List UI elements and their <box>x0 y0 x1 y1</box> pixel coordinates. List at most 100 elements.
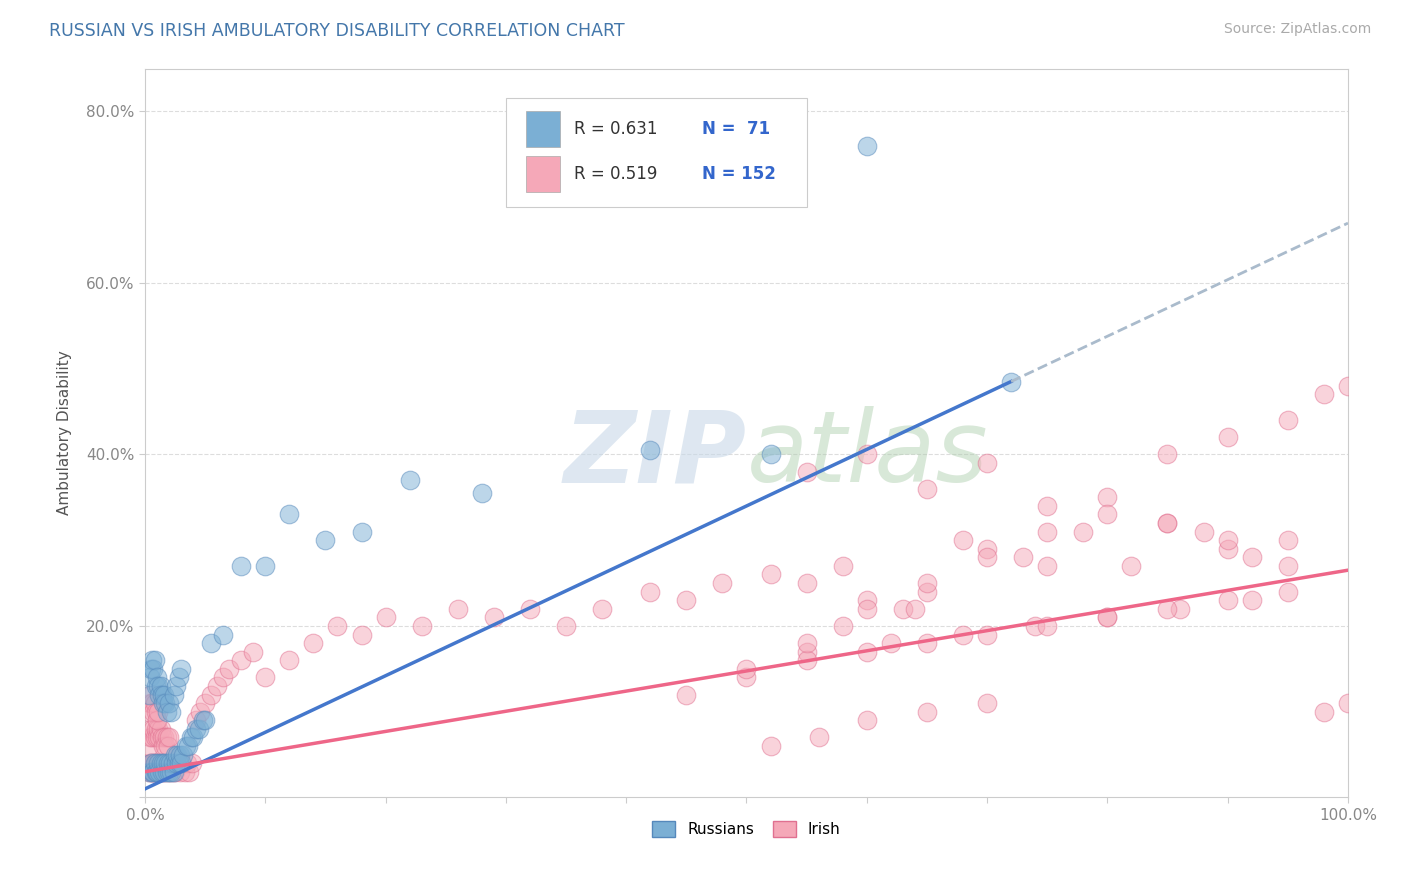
Point <box>1024 619 1046 633</box>
Point <box>1097 508 1119 522</box>
Point <box>952 533 974 548</box>
Point <box>796 636 818 650</box>
Point <box>976 627 998 641</box>
Point <box>148 688 170 702</box>
Point <box>1156 601 1178 615</box>
Point <box>976 541 998 556</box>
Point <box>1216 533 1239 548</box>
Point <box>160 764 183 779</box>
Point <box>374 610 396 624</box>
Point <box>1000 375 1022 389</box>
Point <box>1313 387 1336 401</box>
Point <box>278 508 301 522</box>
Point <box>150 688 173 702</box>
Point <box>231 653 253 667</box>
Point <box>915 705 938 719</box>
Point <box>166 747 188 762</box>
Point <box>1277 413 1299 427</box>
Point <box>152 764 174 779</box>
Point <box>212 627 235 641</box>
Point <box>142 764 165 779</box>
Point <box>139 756 162 771</box>
Point <box>172 756 194 771</box>
Point <box>711 576 734 591</box>
Text: R = 0.519: R = 0.519 <box>575 165 658 183</box>
Point <box>165 756 187 771</box>
Text: R = 0.631: R = 0.631 <box>575 120 658 138</box>
Point <box>735 670 758 684</box>
Point <box>167 756 190 771</box>
Point <box>139 722 162 736</box>
Point <box>169 747 191 762</box>
Point <box>146 670 169 684</box>
Point <box>855 601 877 615</box>
Point <box>139 764 162 779</box>
Point <box>188 705 211 719</box>
Point <box>141 756 163 771</box>
Text: RUSSIAN VS IRISH AMBULATORY DISABILITY CORRELATION CHART: RUSSIAN VS IRISH AMBULATORY DISABILITY C… <box>49 22 624 40</box>
FancyBboxPatch shape <box>526 156 560 193</box>
Point <box>1036 619 1059 633</box>
Point <box>796 645 818 659</box>
Point <box>157 764 180 779</box>
Point <box>148 705 170 719</box>
Point <box>904 601 927 615</box>
Point <box>138 739 160 753</box>
Point <box>155 756 177 771</box>
Point <box>807 731 830 745</box>
Point <box>482 610 505 624</box>
Point <box>148 764 170 779</box>
Point <box>855 138 877 153</box>
Point <box>1192 524 1215 539</box>
Point <box>152 696 174 710</box>
Point <box>1216 593 1239 607</box>
Point <box>1097 610 1119 624</box>
Point <box>180 756 202 771</box>
Point <box>141 764 163 779</box>
Point <box>1277 558 1299 573</box>
Point <box>1216 541 1239 556</box>
Point <box>153 756 176 771</box>
Point <box>174 739 197 753</box>
Point <box>759 739 782 753</box>
Point <box>191 713 214 727</box>
Point <box>139 731 162 745</box>
Point <box>314 533 336 548</box>
Point <box>915 576 938 591</box>
Point <box>145 764 167 779</box>
Point <box>153 731 176 745</box>
Point <box>145 679 167 693</box>
Point <box>170 756 193 771</box>
Point <box>915 584 938 599</box>
Point <box>855 593 877 607</box>
Point <box>148 756 170 771</box>
Point <box>143 696 166 710</box>
Point <box>181 731 204 745</box>
Point <box>146 713 169 727</box>
Point <box>447 601 470 615</box>
Point <box>143 653 166 667</box>
Point <box>976 456 998 470</box>
Point <box>1277 533 1299 548</box>
Point <box>142 722 165 736</box>
Point <box>638 584 661 599</box>
Point <box>156 756 179 771</box>
Point <box>1097 610 1119 624</box>
Point <box>146 731 169 745</box>
Point <box>138 764 160 779</box>
Point <box>148 722 170 736</box>
Point <box>156 705 179 719</box>
Point <box>796 576 818 591</box>
Point <box>180 731 202 745</box>
Point <box>1313 705 1336 719</box>
Point <box>157 696 180 710</box>
FancyBboxPatch shape <box>506 98 807 207</box>
Point <box>163 764 186 779</box>
Point <box>1240 550 1263 565</box>
Point <box>148 756 170 771</box>
Point <box>891 601 914 615</box>
Point <box>1156 516 1178 530</box>
Point <box>148 679 170 693</box>
Point <box>157 731 180 745</box>
Point <box>1071 524 1094 539</box>
